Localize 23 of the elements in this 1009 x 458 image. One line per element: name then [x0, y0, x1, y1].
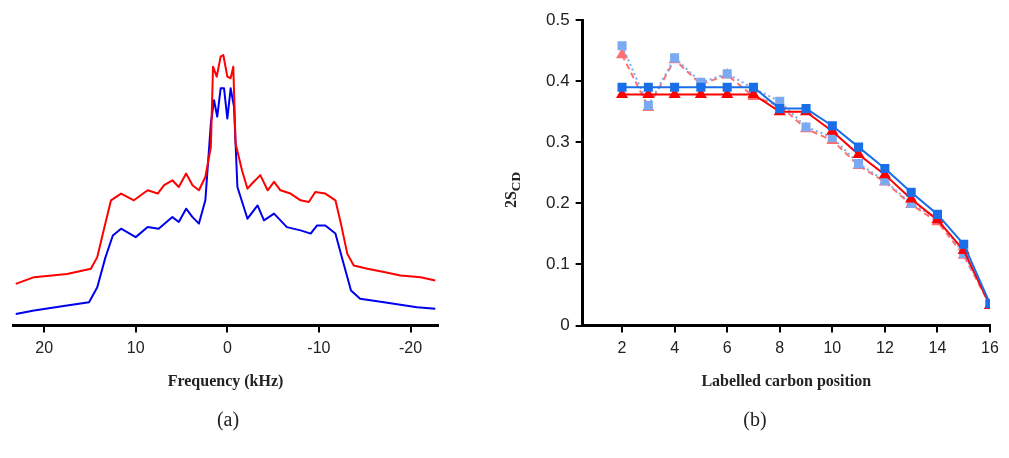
- x-tick-label: 4: [670, 338, 680, 356]
- x-tick-label: -10: [307, 338, 331, 356]
- x-tick-label: 2: [617, 338, 627, 356]
- x-tick-label: 6: [722, 338, 732, 356]
- x-tick-label: -20: [398, 338, 423, 356]
- text: (a): [215, 408, 241, 431]
- y-tick-label: 0.1: [545, 254, 570, 274]
- x-tick-label: 16: [981, 338, 999, 356]
- x-axis-title: Labelled carbon position: [701, 371, 872, 390]
- y-tick-label: 0.5: [545, 9, 570, 29]
- y-tick-label: 0.3: [545, 131, 570, 151]
- x-tick-label: 12: [875, 338, 894, 356]
- x-tick-label: 8: [775, 338, 785, 356]
- x-tick-label: 20: [35, 338, 54, 356]
- x-tick-label: 10: [823, 338, 842, 356]
- y-tick-label: 0.4: [545, 70, 570, 90]
- x-axis-title: Frequency (kHz): [167, 371, 284, 390]
- y-tick-label: 0: [560, 315, 570, 335]
- y-tick-label: 0.2: [545, 193, 570, 213]
- x-tick-label: 0: [222, 338, 232, 356]
- x-tick-label: 10: [126, 338, 145, 356]
- text: (b): [742, 408, 768, 431]
- x-tick-label: 14: [928, 338, 947, 356]
